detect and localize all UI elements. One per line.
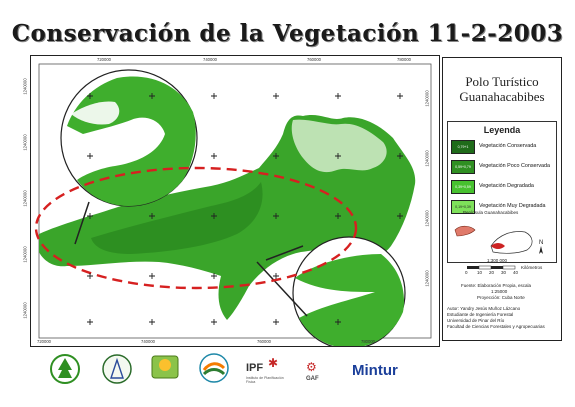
legend-item: 0,79+1 Vegetación Conservada <box>451 140 555 154</box>
logos-row: IPF ✱ Instituto de Planificación Física … <box>0 352 575 397</box>
gaf-text: GAF <box>306 376 319 382</box>
x-tick-bottom: 720000 <box>37 339 51 344</box>
mintur-logo: Mintur <box>352 362 398 380</box>
scale-tick: 40 <box>513 270 519 275</box>
ipf-logo: IPF ✱ Instituto de Planificación Física <box>246 356 294 384</box>
legend-label: Vegetación Poco Conservada <box>479 163 551 169</box>
university-seal-icon <box>102 354 132 384</box>
vegetation-map <box>34 63 432 346</box>
legend-swatch: 0,39+0,59 <box>451 180 475 194</box>
y-tick-right: 1240000 <box>424 210 430 227</box>
scale-unit: Kilómetros <box>521 265 543 270</box>
inset-bottom-leader <box>265 245 304 261</box>
panel-title-line1: Polo Turístico <box>465 74 539 89</box>
author-line: Estudiante de Ingeniería Forestal <box>447 312 514 317</box>
legend-swatch: 0,59+0,79 <box>451 160 475 174</box>
x-tick-bottom: 760000 <box>257 339 271 344</box>
location-inset-map: N <box>454 225 543 254</box>
legend-box: Leyenda 0,79+1 Vegetación Conservada 0,5… <box>447 121 557 263</box>
legend-item: 0,19+0,39 Vegetación Muy Degradada <box>451 200 555 214</box>
y-tick-right: 1240000 <box>424 150 430 167</box>
inset-label: Península Guanahacabibes <box>463 210 519 215</box>
y-tick-right: 1240000 <box>424 270 430 287</box>
x-tick-bottom: 740000 <box>141 339 155 344</box>
inset-leader-line <box>74 201 90 245</box>
x-tick-top: 760000 <box>307 57 321 62</box>
y-tick-left: 1240000 <box>22 190 28 207</box>
map-title: Conservación de la Vegetación 11-2-2003 <box>11 20 564 47</box>
panel-title: Polo Turístico Guanahacabibes <box>443 74 561 104</box>
north-arrow-icon: N <box>539 240 543 246</box>
legend-swatch: 0,19+0,39 <box>451 200 475 214</box>
author-line: Autor: Yandry Jesús Muñoz Lázcano <box>447 306 521 311</box>
wave-logo-icon <box>199 353 229 383</box>
y-tick-left: 1240000 <box>22 302 28 319</box>
x-tick-top: 720000 <box>97 57 111 62</box>
legend-swatch: 0,79+1 <box>451 140 475 154</box>
scale-ratio: 1:300 000 <box>487 258 508 263</box>
north-white-zone <box>291 119 387 173</box>
highlight-ellipse <box>34 166 358 290</box>
panel-title-line2: Guanahacabibes <box>459 89 545 104</box>
y-tick-left: 1240000 <box>22 78 28 95</box>
ipf-text: IPF <box>246 362 264 374</box>
ugg-logo-icon <box>151 355 179 379</box>
north-arrow-icon <box>539 246 543 254</box>
x-tick-top: 780000 <box>397 57 411 62</box>
scale-tick: 20 <box>489 270 495 275</box>
source-line1: Fuente: Elaboración Propia, escala <box>461 283 532 288</box>
gaf-emblem-icon: ⚙ <box>306 360 317 374</box>
map-frame: 720000 740000 760000 780000 720000 74000… <box>23 55 440 347</box>
legend-label: Vegetación Degradada <box>479 183 534 189</box>
legend-item: 0,59+0,79 Vegetación Poco Conservada <box>451 160 555 174</box>
peninsula-dark-zone <box>91 182 263 254</box>
scale-tick: 0 <box>465 270 468 275</box>
legend-panel: Polo Turístico Guanahacabibes Leyenda 0,… <box>442 57 562 341</box>
source-line2: 1:25000 <box>491 289 508 294</box>
legend-item: 0,39+0,59 Vegetación Degradada <box>451 180 555 194</box>
gaf-logo: ⚙ GAF <box>306 358 336 382</box>
y-tick-left: 1240000 <box>22 246 28 263</box>
scale-tick: 10 <box>477 270 483 275</box>
tree-logo-icon <box>50 354 80 384</box>
x-tick-bottom: 780000 <box>361 339 375 344</box>
scale-tick: 30 <box>501 270 507 275</box>
inset-bottom-vegetation <box>295 254 404 346</box>
legend-label: Vegetación Muy Degradada <box>479 203 546 209</box>
scale-bar <box>467 265 516 270</box>
mintur-text: Mintur <box>352 362 398 379</box>
grid-crosses <box>87 93 403 325</box>
ipf-star-icon: ✱ <box>268 356 279 370</box>
ipf-subtitle: Instituto de Planificación Física <box>246 376 284 384</box>
y-tick-right: 1240000 <box>424 90 430 107</box>
y-tick-left: 1240000 <box>22 134 28 151</box>
projection: Proyección: Cuba Norte <box>477 295 525 300</box>
author-line: Facultad de Ciencias Forestales y Agrope… <box>447 324 545 329</box>
legend-title: Leyenda <box>483 125 521 135</box>
legend-label: Vegetación Conservada <box>479 143 537 149</box>
x-tick-top: 740000 <box>203 57 217 62</box>
author-line: Universidad de Pinar del Río <box>447 318 505 323</box>
